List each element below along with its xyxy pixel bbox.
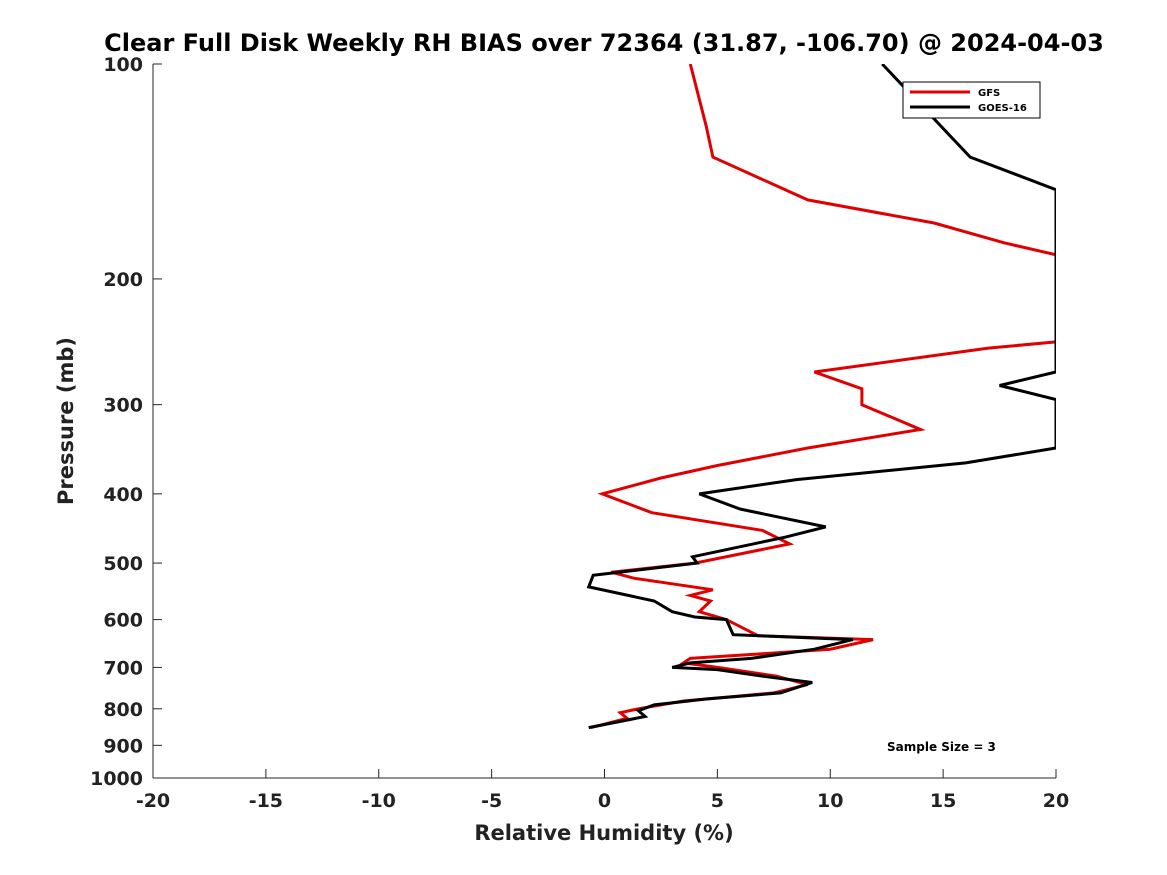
x-tick-label: 10 bbox=[817, 790, 843, 812]
chart-title: Clear Full Disk Weekly RH BIAS over 7236… bbox=[104, 29, 1104, 57]
y-tick-label: 300 bbox=[103, 395, 143, 417]
x-tick-label: -10 bbox=[362, 790, 396, 812]
y-tick-label: 900 bbox=[103, 735, 143, 757]
x-tick-label: 20 bbox=[1043, 790, 1069, 812]
legend-box bbox=[902, 81, 1041, 119]
y-tick-label: 800 bbox=[103, 699, 143, 721]
x-tick-label: -20 bbox=[136, 790, 170, 812]
series-line-goes-16 bbox=[586, 64, 1056, 730]
x-axis-label: Relative Humidity (%) bbox=[474, 821, 733, 845]
y-tick-label: 1000 bbox=[90, 768, 143, 790]
legend-label-gfs: GFS bbox=[978, 88, 1000, 99]
x-tick-label: -15 bbox=[249, 790, 283, 812]
sample-size-annotation: Sample Size = 3 bbox=[887, 740, 996, 754]
y-axis-ticks: 100 200 300 400 500 600 700 800 900 1000 bbox=[90, 54, 162, 790]
y-axis-label: Pressure (mb) bbox=[54, 337, 78, 505]
x-tick-label: 5 bbox=[711, 790, 724, 812]
x-tick-label: 0 bbox=[598, 790, 611, 812]
series-layer bbox=[586, 64, 1056, 730]
legend: GFS GOES-16 bbox=[902, 81, 1041, 119]
y-tick-label: 700 bbox=[103, 657, 143, 679]
y-tick-label: 400 bbox=[103, 484, 143, 506]
x-axis-ticks: -20 -15 -10 -5 0 5 10 15 20 bbox=[136, 769, 1069, 812]
x-tick-label: -5 bbox=[481, 790, 502, 812]
x-tick-label: 15 bbox=[930, 790, 956, 812]
y-tick-label: 500 bbox=[103, 553, 143, 575]
plot-area bbox=[152, 64, 1056, 779]
y-tick-label: 600 bbox=[103, 610, 143, 632]
y-tick-label: 100 bbox=[103, 54, 143, 76]
legend-label-goes-16: GOES-16 bbox=[978, 103, 1027, 114]
y-tick-label: 200 bbox=[103, 269, 143, 291]
